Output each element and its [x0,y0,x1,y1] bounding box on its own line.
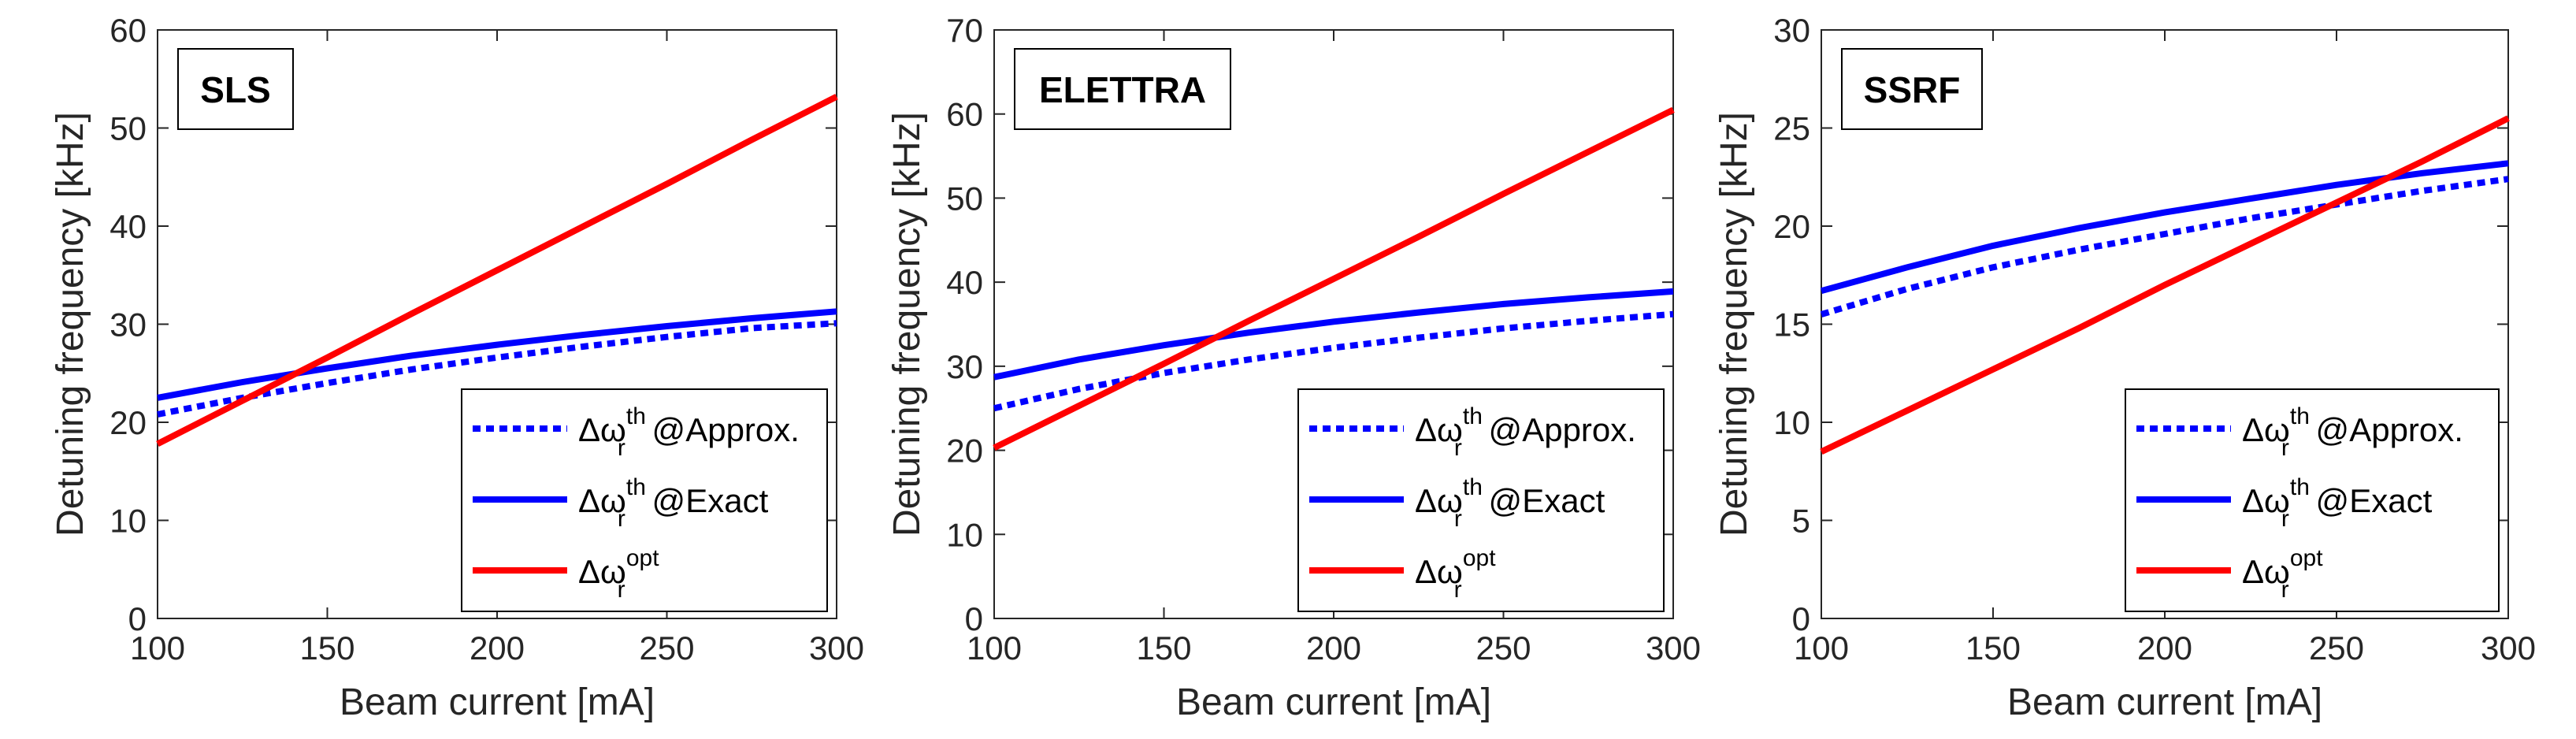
legend-label-approx: Δωth r @Approx. [578,403,800,461]
y-tick-label: 0 [965,600,983,637]
y-axis-label: Detuning frequency [kHz] [50,112,91,537]
x-tick-label: 250 [639,629,694,667]
series-line-optimal [993,106,1675,451]
series-line-exact [157,308,837,401]
chart-panel-3: 0 5 10 15 20 25 30 100 150 200 250 300 Beam current … [1713,12,2536,723]
y-tick-label: 5 [1792,503,1810,540]
y-axis-label: Detuning frequency [kHz] [886,112,928,537]
x-tick-label: 150 [1136,629,1191,667]
panel-title-box: SLS [177,48,294,130]
y-tick-label: 30 [1773,12,1810,49]
x-tick-label: 300 [809,629,864,667]
legend-label-approx: Δωth r @Approx. [1415,403,1636,461]
panel-title-box: SSRF [1841,48,1983,130]
y-tick-label: 50 [109,110,147,147]
x-axis-label: Beam current [mA] [2007,681,2322,723]
legend: Δωth r @Approx. Δωth r @Exact Δωopt r [461,388,828,612]
x-axis-label: Beam current [mA] [1176,681,1491,723]
y-tick-label: 25 [1773,110,1810,147]
y-tick-label: 20 [1773,208,1810,245]
x-tick-label: 150 [299,629,354,667]
y-tick-label: 20 [946,433,983,470]
y-tick-label: 20 [109,404,147,441]
y-tick-label: 40 [109,208,147,245]
y-tick-label: 40 [946,264,983,301]
x-tick-label: 250 [2309,629,2364,667]
y-tick-label: 50 [946,180,983,217]
x-tick-label: 100 [130,629,185,667]
y-tick-label: 0 [128,600,147,637]
series-line-optimal [1820,115,2510,455]
legend-label-exact: Δωth r @Exact [578,474,769,532]
legend-label-exact: Δωth r @Exact [1415,474,1605,532]
y-tick-label: 30 [109,306,147,344]
panel-title: SLS [200,69,270,110]
series-group [1820,115,2510,455]
title-frame [1841,48,1983,130]
panel-title-box: ELETTRA [1014,48,1231,130]
y-tick-label: 10 [946,516,983,553]
x-tick-label: 100 [967,629,1022,667]
panel-title: ELETTRA [1039,69,1206,110]
legend-label-optimal: Δωopt r [1415,545,1496,603]
x-tick-label: 100 [1794,629,1849,667]
chart-panel-2: 0 10 20 30 40 50 60 70 100 150 200 250 300 Beam curre… [886,12,1701,723]
chart-panel-1: 0 10 20 30 40 50 60 100 150 200 250 300 Beam current… [50,12,864,723]
x-tick-label: 200 [2137,629,2192,667]
x-axis-label: Beam current [mA] [340,681,655,723]
y-tick-label: 30 [946,348,983,385]
series-line-exact [993,288,1674,381]
y-tick-label: 10 [1773,404,1810,441]
series-line-approx [1820,176,2509,318]
y-tick-label: 15 [1773,306,1810,344]
title-frame [177,48,294,130]
legend-label-optimal: Δωopt r [578,545,659,603]
x-tick-label: 200 [470,629,525,667]
x-tick-label: 300 [1646,629,1701,667]
x-tick-label: 300 [2481,629,2536,667]
x-tick-label: 250 [1475,629,1531,667]
legend: Δωth r @Approx. Δωth r @Exact Δωopt r [1297,388,1665,612]
y-tick-label: 70 [946,12,983,49]
title-frame [1014,48,1231,130]
y-tick-label: 60 [109,12,147,49]
legend-label-exact: Δωth r @Exact [2242,474,2433,532]
y-tick-label: 60 [946,96,983,133]
series-group [156,94,838,447]
legend: Δωth r @Approx. Δωth r @Exact Δωopt r [2125,388,2500,612]
x-tick-label: 150 [1965,629,2021,667]
series-line-optimal [156,94,838,447]
legend-label-approx: Δωth r @Approx. [2242,403,2463,461]
series-group [993,106,1675,451]
y-tick-label: 0 [1792,600,1810,637]
panel-title: SSRF [1864,69,1961,110]
y-axis-label: Detuning frequency [kHz] [1713,112,1755,537]
y-tick-label: 10 [109,503,147,540]
legend-label-optimal: Δωopt r [2242,545,2323,603]
x-tick-label: 200 [1306,629,1361,667]
